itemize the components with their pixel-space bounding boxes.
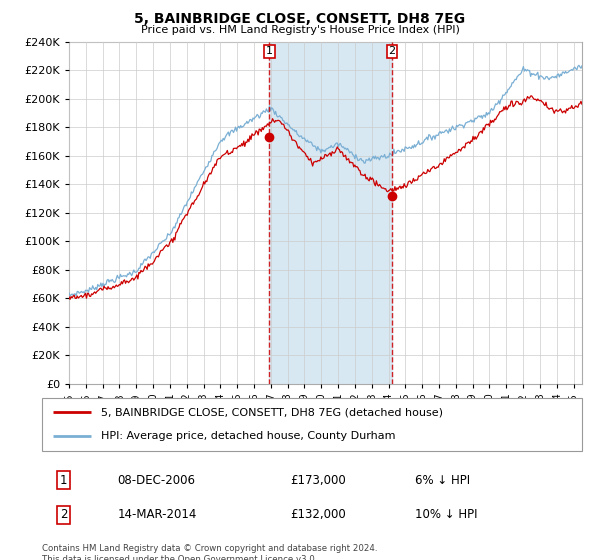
Text: £132,000: £132,000 — [290, 508, 346, 521]
Text: Price paid vs. HM Land Registry's House Price Index (HPI): Price paid vs. HM Land Registry's House … — [140, 25, 460, 35]
Text: 6% ↓ HPI: 6% ↓ HPI — [415, 474, 470, 487]
FancyBboxPatch shape — [42, 398, 582, 451]
Text: HPI: Average price, detached house, County Durham: HPI: Average price, detached house, Coun… — [101, 431, 396, 441]
Text: £173,000: £173,000 — [290, 474, 346, 487]
Text: 14-MAR-2014: 14-MAR-2014 — [118, 508, 197, 521]
Text: 1: 1 — [60, 474, 67, 487]
Text: Contains HM Land Registry data © Crown copyright and database right 2024.
This d: Contains HM Land Registry data © Crown c… — [42, 544, 377, 560]
Text: 08-DEC-2006: 08-DEC-2006 — [118, 474, 196, 487]
Text: 1: 1 — [266, 46, 273, 56]
Text: 2: 2 — [389, 46, 395, 56]
Text: 5, BAINBRIDGE CLOSE, CONSETT, DH8 7EG (detached house): 5, BAINBRIDGE CLOSE, CONSETT, DH8 7EG (d… — [101, 408, 443, 418]
Text: 5, BAINBRIDGE CLOSE, CONSETT, DH8 7EG: 5, BAINBRIDGE CLOSE, CONSETT, DH8 7EG — [134, 12, 466, 26]
Bar — [269, 42, 392, 384]
Text: 10% ↓ HPI: 10% ↓ HPI — [415, 508, 477, 521]
Text: 2: 2 — [60, 508, 67, 521]
